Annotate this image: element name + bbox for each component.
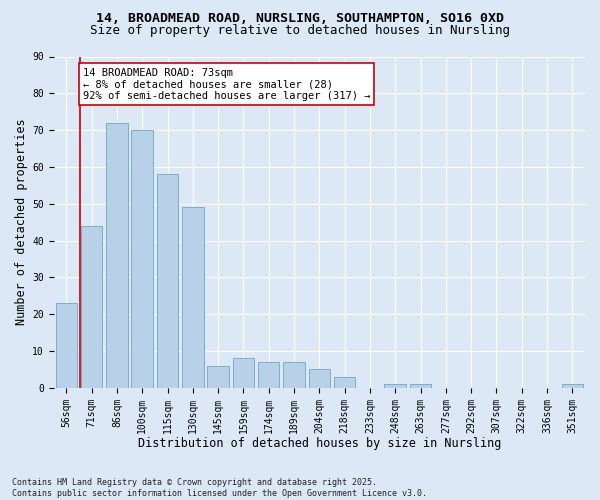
Bar [410, 384, 431, 388]
Bar [562, 384, 583, 388]
Bar [131, 130, 153, 388]
Text: Contains HM Land Registry data © Crown copyright and database right 2025.
Contai: Contains HM Land Registry data © Crown c… [12, 478, 427, 498]
X-axis label: Distribution of detached houses by size in Nursling: Distribution of detached houses by size … [137, 437, 501, 450]
Bar [258, 362, 280, 388]
Bar [106, 123, 128, 388]
Bar [208, 366, 229, 388]
Bar [182, 208, 203, 388]
Y-axis label: Number of detached properties: Number of detached properties [15, 119, 28, 326]
Text: 14, BROADMEAD ROAD, NURSLING, SOUTHAMPTON, SO16 0XD: 14, BROADMEAD ROAD, NURSLING, SOUTHAMPTO… [96, 12, 504, 26]
Bar [385, 384, 406, 388]
Text: 14 BROADMEAD ROAD: 73sqm
← 8% of detached houses are smaller (28)
92% of semi-de: 14 BROADMEAD ROAD: 73sqm ← 8% of detache… [83, 68, 370, 100]
Text: Size of property relative to detached houses in Nursling: Size of property relative to detached ho… [90, 24, 510, 37]
Bar [233, 358, 254, 388]
Bar [81, 226, 103, 388]
Bar [334, 377, 355, 388]
Bar [283, 362, 305, 388]
Bar [157, 174, 178, 388]
Bar [56, 303, 77, 388]
Bar [308, 370, 330, 388]
